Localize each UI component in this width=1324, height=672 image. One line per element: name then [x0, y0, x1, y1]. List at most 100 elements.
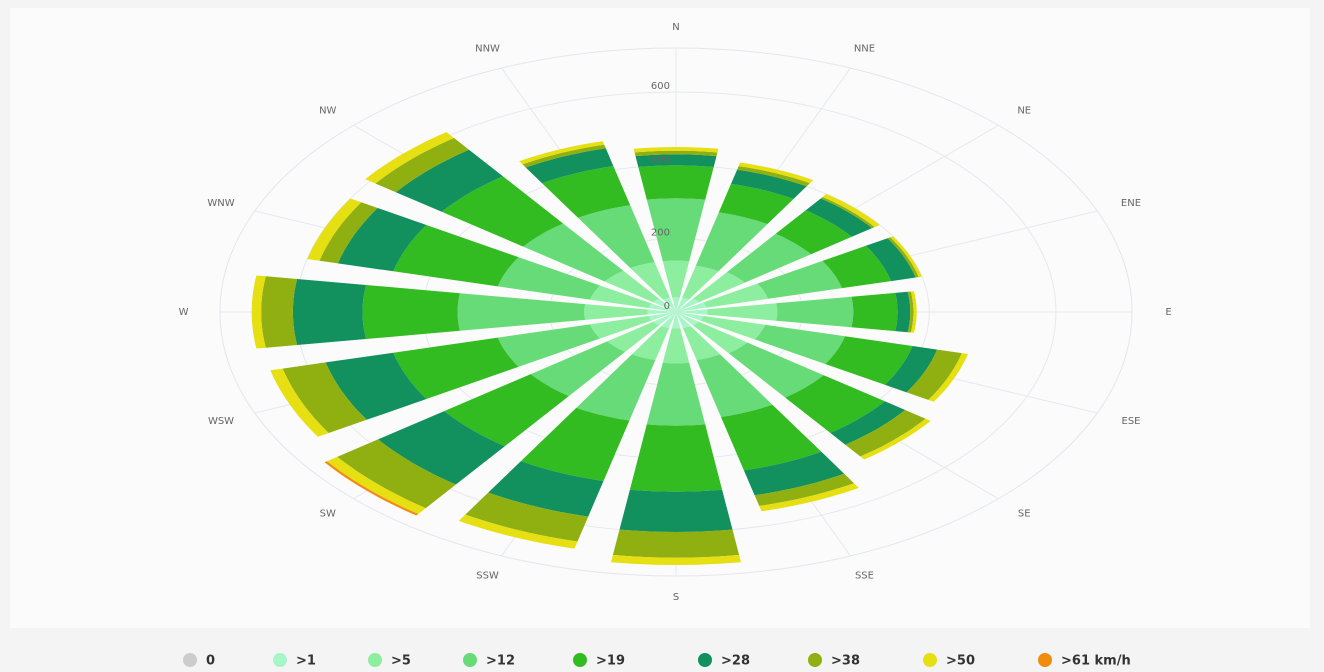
wind-segment — [270, 368, 329, 437]
wind-segment — [497, 257, 600, 300]
y-tick-label: 600 — [651, 81, 670, 92]
wind-segment — [634, 150, 718, 157]
wind-segment — [282, 362, 367, 433]
wind-segment — [457, 293, 586, 331]
wind-segment — [757, 260, 842, 299]
wind-segment — [676, 298, 699, 312]
direction-label: SSE — [855, 570, 874, 581]
legend-marker[interactable] — [923, 653, 937, 667]
wind-segment — [523, 223, 624, 282]
wind-segment — [718, 183, 794, 224]
wind-segment — [327, 456, 426, 514]
wind-segment — [497, 324, 600, 367]
wind-segment — [696, 354, 773, 417]
wind-segment — [646, 362, 706, 426]
wind-segment — [393, 225, 519, 287]
wind-segment — [887, 237, 919, 278]
wind-segment — [692, 321, 748, 354]
wind-segment — [738, 162, 814, 184]
wind-segment — [619, 489, 733, 532]
wind-segment — [825, 336, 913, 385]
wind-segment — [251, 275, 266, 349]
wind-segment — [441, 176, 564, 247]
wind-segment — [822, 245, 892, 289]
wind-segment — [707, 303, 778, 321]
direction-label: ENE — [1121, 198, 1141, 209]
direction-label: WNW — [207, 198, 234, 209]
wind-segment — [633, 147, 719, 153]
wind-segment — [378, 411, 505, 485]
wind-segment — [362, 285, 460, 339]
legend-marker[interactable] — [698, 653, 712, 667]
legend-label[interactable]: >38 — [831, 654, 860, 669]
wind-segment — [907, 291, 914, 333]
direction-label: NNW — [475, 44, 500, 55]
legend-label[interactable]: >19 — [596, 654, 625, 669]
wind-segment — [395, 149, 503, 212]
legend-label[interactable]: >50 — [946, 654, 975, 669]
wind-segment — [337, 208, 427, 272]
wind-segment — [845, 410, 926, 457]
wind-segment — [646, 198, 706, 262]
wind-segment — [910, 291, 917, 333]
wind-segment — [520, 407, 630, 481]
wind-segment — [703, 283, 769, 308]
legend-label[interactable]: >61 km/h — [1061, 654, 1131, 669]
wind-segment — [365, 132, 454, 184]
wind-segment — [324, 461, 419, 516]
wind-segment — [629, 424, 723, 492]
wind-segment — [584, 304, 648, 320]
legend-marker[interactable] — [273, 653, 287, 667]
wind-segment — [676, 312, 704, 321]
wind-segment — [612, 529, 740, 558]
wind-segment — [682, 265, 719, 300]
wind-segment — [895, 291, 911, 333]
wind-segment — [928, 353, 968, 402]
legend-label[interactable]: 0 — [206, 654, 215, 669]
wind-segment — [754, 324, 845, 364]
legend-marker[interactable] — [573, 653, 587, 667]
direction-label: S — [673, 592, 679, 603]
wind-segment — [589, 285, 652, 308]
wind-segment — [662, 297, 676, 312]
legend-label[interactable]: >1 — [296, 654, 316, 669]
wind-segment — [682, 326, 721, 360]
direction-label: SE — [1018, 509, 1031, 520]
direction-label: SW — [320, 509, 336, 520]
wind-segment — [488, 461, 604, 517]
direction-label: SSW — [476, 570, 499, 581]
wind-segment — [635, 154, 717, 167]
wind-segment — [692, 272, 745, 303]
legend-marker[interactable] — [463, 653, 477, 667]
wind-segment — [325, 352, 427, 420]
direction-label: WSW — [208, 416, 234, 427]
wind-segment — [607, 321, 660, 352]
legend-marker[interactable] — [808, 653, 822, 667]
legend-marker[interactable] — [1038, 653, 1052, 667]
wind-segment — [630, 262, 670, 300]
legend-marker[interactable] — [183, 653, 197, 667]
wind-segment — [530, 341, 626, 397]
wind-segment — [906, 349, 962, 400]
wind-segment — [648, 312, 676, 321]
legend-label[interactable]: >12 — [486, 654, 515, 669]
wind-segment — [754, 473, 854, 506]
legend-label[interactable]: >5 — [391, 654, 411, 669]
wind-segment — [653, 312, 676, 326]
legend-marker[interactable] — [368, 653, 382, 667]
direction-label: NNE — [854, 44, 875, 55]
wind-segment — [851, 292, 898, 332]
legend-label[interactable]: >28 — [721, 654, 750, 669]
wind-segment — [647, 309, 676, 315]
wind-segment — [465, 492, 589, 542]
wind-segment — [820, 197, 875, 229]
wind-segment — [261, 276, 298, 348]
wind-segment — [393, 337, 519, 399]
wind-segment — [589, 316, 652, 339]
wind-segment — [631, 326, 670, 360]
wind-segment — [865, 238, 916, 282]
wind-segment — [759, 483, 859, 512]
direction-label: N — [672, 22, 679, 33]
wind-segment — [375, 138, 469, 193]
